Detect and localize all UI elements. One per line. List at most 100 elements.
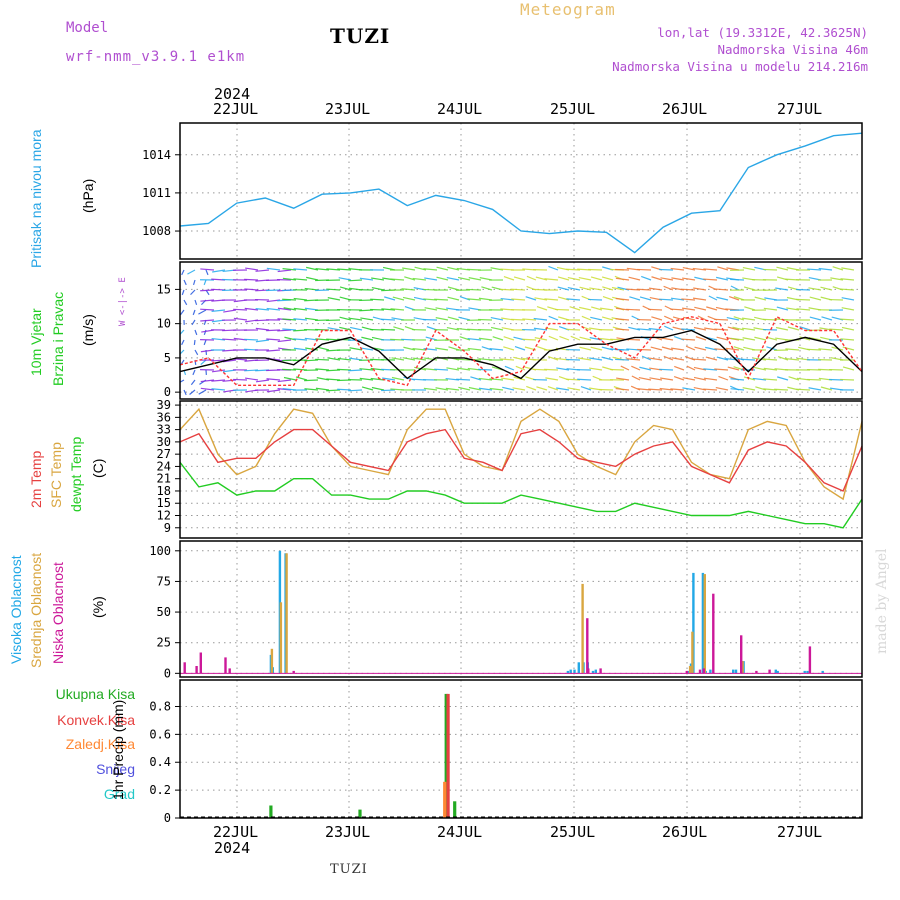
cloud-high-bar-15 — [701, 572, 705, 674]
bottom-date-0: 22JUL — [213, 823, 259, 841]
wind-ytick-label-0: 0 — [164, 385, 171, 399]
cloud-low-bar-5 — [292, 670, 295, 674]
cloud-low-bar-8 — [599, 668, 602, 674]
legend-total-rain: Ukupna Kisa — [55, 686, 135, 702]
cloud-low-bar-4 — [228, 668, 231, 674]
pressure-ytick-label-2: 1014 — [142, 148, 171, 162]
page-title: TUZI — [330, 24, 391, 48]
legend-snow: Snijeg — [96, 761, 135, 777]
temp-ytick-label-4: 21 — [157, 472, 171, 486]
wind-ytick-label-1: 5 — [164, 351, 171, 365]
precip-conv-bar-0 — [446, 693, 450, 818]
cloud-high-bar-5 — [569, 669, 572, 674]
temp-ytick-label-6: 27 — [157, 447, 171, 461]
cloud-low-bar-7 — [587, 668, 590, 674]
model-name: wrf-nmm_v3.9.1 e1km — [66, 49, 246, 65]
cloud-ytick-label-4: 100 — [149, 544, 171, 558]
precip-total-bar-0 — [269, 805, 273, 818]
temp-ytick-label-3: 18 — [157, 484, 171, 498]
bottom-date-3: 25JUL — [550, 823, 596, 841]
cloud-mid-bar-5 — [691, 631, 694, 674]
bottom-date-4: 26JUL — [662, 823, 708, 841]
cloud-low-bar-12 — [712, 593, 715, 674]
cloud-low-bar-3 — [224, 657, 227, 674]
cloud-high-bar-22 — [774, 669, 777, 674]
model-altitude-label: Nadmorska Visina u modelu 214.216m — [612, 59, 868, 74]
cloud-high-bar-19 — [734, 669, 738, 674]
top-year-label: 2024 — [214, 85, 251, 103]
precip-frame — [179, 679, 863, 819]
cloud-mid-bar-7 — [741, 661, 744, 674]
dewpt-line — [179, 461, 863, 529]
cloud-high-bar-14 — [692, 572, 695, 674]
cloud-low-bar-1 — [195, 666, 198, 674]
cloud-high-bar-7 — [577, 662, 580, 674]
wind-ytick-label-2: 10 — [157, 317, 171, 331]
temp-ytick-label-0: 9 — [164, 521, 171, 535]
cloud-mid-bar-3 — [581, 583, 584, 674]
cloud-ytick-label-2: 50 — [157, 605, 171, 619]
cloud-ytick-label-1: 25 — [157, 636, 171, 650]
cloud-low-bar-6 — [586, 618, 589, 674]
cloud-frame — [179, 540, 863, 678]
cloud-low-bar-0 — [183, 662, 186, 674]
top-date-1: 23JUL — [325, 100, 371, 118]
cloud-low-bar-9 — [685, 670, 688, 674]
temp-ytick-label-7: 30 — [157, 435, 171, 449]
temp-ytick-label-10: 39 — [157, 398, 171, 412]
pressure-line — [179, 132, 863, 254]
cloud-low-bar-13 — [740, 635, 743, 674]
cloud-mid-bar-1 — [279, 602, 283, 674]
cloud-low-bar-10 — [698, 669, 702, 674]
t2m-line — [179, 428, 863, 492]
precip-ytick-label-4: 0.8 — [149, 699, 171, 713]
cloud-high-bar-10 — [591, 670, 595, 674]
cloud-high-bar-17 — [709, 669, 712, 674]
temp-ytick-label-1: 12 — [157, 509, 171, 523]
cloud-high-bar-26 — [821, 670, 824, 674]
bottom-date-5: 27JUL — [777, 823, 823, 841]
pressure-ytick-label-0: 1008 — [142, 224, 171, 238]
product-title: Meteogram — [520, 0, 616, 19]
wind-ytick-label-3: 15 — [157, 282, 171, 296]
lonlat-label: lon,lat (19.3312E, 42.3625N) — [657, 25, 868, 40]
legend-frozen-rain: Zaledj.Kisa — [65, 736, 135, 752]
cloud-low-bar-16 — [808, 646, 812, 674]
cloud-high-bar-4 — [566, 670, 570, 674]
cloud-mid-bar-4 — [688, 666, 692, 674]
cloud-mid-bar-6 — [703, 574, 706, 674]
precip-ytick-label-1: 0.2 — [149, 783, 171, 797]
top-date-0: 22JUL — [213, 100, 259, 118]
wind-arrow-field — [180, 265, 855, 396]
cloud-high-bar-24 — [803, 670, 806, 674]
pressure-frame — [179, 122, 863, 260]
precip-total-bar-2 — [444, 693, 448, 818]
precip-frozen-bar-0 — [443, 781, 447, 818]
cloud-low-bar-2 — [199, 652, 202, 674]
footer-station: TUZI — [330, 862, 368, 877]
cloud-ytick-label-0: 0 — [164, 666, 171, 680]
bottom-date-2: 24JUL — [437, 823, 483, 841]
precip-total-bar-1 — [358, 809, 362, 818]
temp-ytick-label-5: 24 — [157, 459, 171, 473]
top-date-5: 27JUL — [777, 100, 823, 118]
cloud-high-bar-23 — [776, 670, 779, 674]
bottom-year-label: 2024 — [214, 839, 251, 857]
temp-ytick-label-9: 36 — [157, 410, 171, 424]
cloud-ytick-label-3: 75 — [157, 574, 171, 588]
temp-frame — [179, 400, 863, 539]
top-date-2: 24JUL — [437, 100, 483, 118]
wind-frame — [179, 261, 863, 400]
cloud-low-bar-11 — [702, 668, 705, 674]
cloud-low-bar-14 — [755, 670, 758, 674]
pressure-ytick-label-1: 1011 — [142, 186, 171, 200]
wind-gust-line — [179, 315, 863, 387]
precip-ytick-label-0: 0 — [164, 811, 171, 825]
model-label: Model — [66, 20, 109, 36]
cloud-mid-bar-2 — [285, 553, 288, 674]
precip-ytick-label-2: 0.4 — [149, 755, 171, 769]
legend-graupel: Grad — [103, 786, 135, 802]
bottom-date-1: 23JUL — [325, 823, 371, 841]
precip-total-bar-3 — [453, 801, 457, 818]
